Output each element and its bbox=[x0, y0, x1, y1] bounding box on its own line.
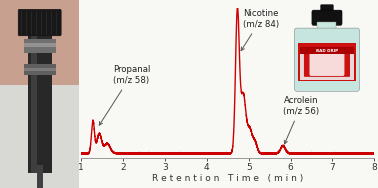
FancyBboxPatch shape bbox=[37, 165, 43, 188]
FancyBboxPatch shape bbox=[300, 47, 354, 54]
FancyBboxPatch shape bbox=[294, 28, 359, 91]
Text: Nicotine
(m/z 84): Nicotine (m/z 84) bbox=[241, 9, 279, 51]
FancyBboxPatch shape bbox=[31, 19, 37, 173]
Text: BAD DRIP: BAD DRIP bbox=[316, 49, 338, 53]
Text: Acrolein
(m/z 56): Acrolein (m/z 56) bbox=[283, 96, 319, 144]
FancyBboxPatch shape bbox=[18, 9, 61, 36]
X-axis label: R e t e n t i o n   T i m e   ( m i n ): R e t e n t i o n T i m e ( m i n ) bbox=[152, 174, 304, 183]
FancyBboxPatch shape bbox=[24, 68, 56, 71]
FancyBboxPatch shape bbox=[0, 0, 79, 85]
FancyBboxPatch shape bbox=[321, 5, 333, 15]
FancyBboxPatch shape bbox=[298, 43, 356, 81]
FancyBboxPatch shape bbox=[24, 39, 56, 53]
FancyBboxPatch shape bbox=[24, 43, 56, 47]
FancyBboxPatch shape bbox=[318, 22, 336, 33]
FancyBboxPatch shape bbox=[0, 85, 79, 188]
Text: Propanal
(m/z 58): Propanal (m/z 58) bbox=[99, 65, 150, 125]
FancyBboxPatch shape bbox=[310, 52, 344, 76]
FancyBboxPatch shape bbox=[312, 10, 342, 25]
FancyBboxPatch shape bbox=[304, 50, 350, 77]
FancyBboxPatch shape bbox=[28, 19, 51, 173]
FancyBboxPatch shape bbox=[24, 64, 56, 75]
FancyBboxPatch shape bbox=[300, 47, 354, 80]
